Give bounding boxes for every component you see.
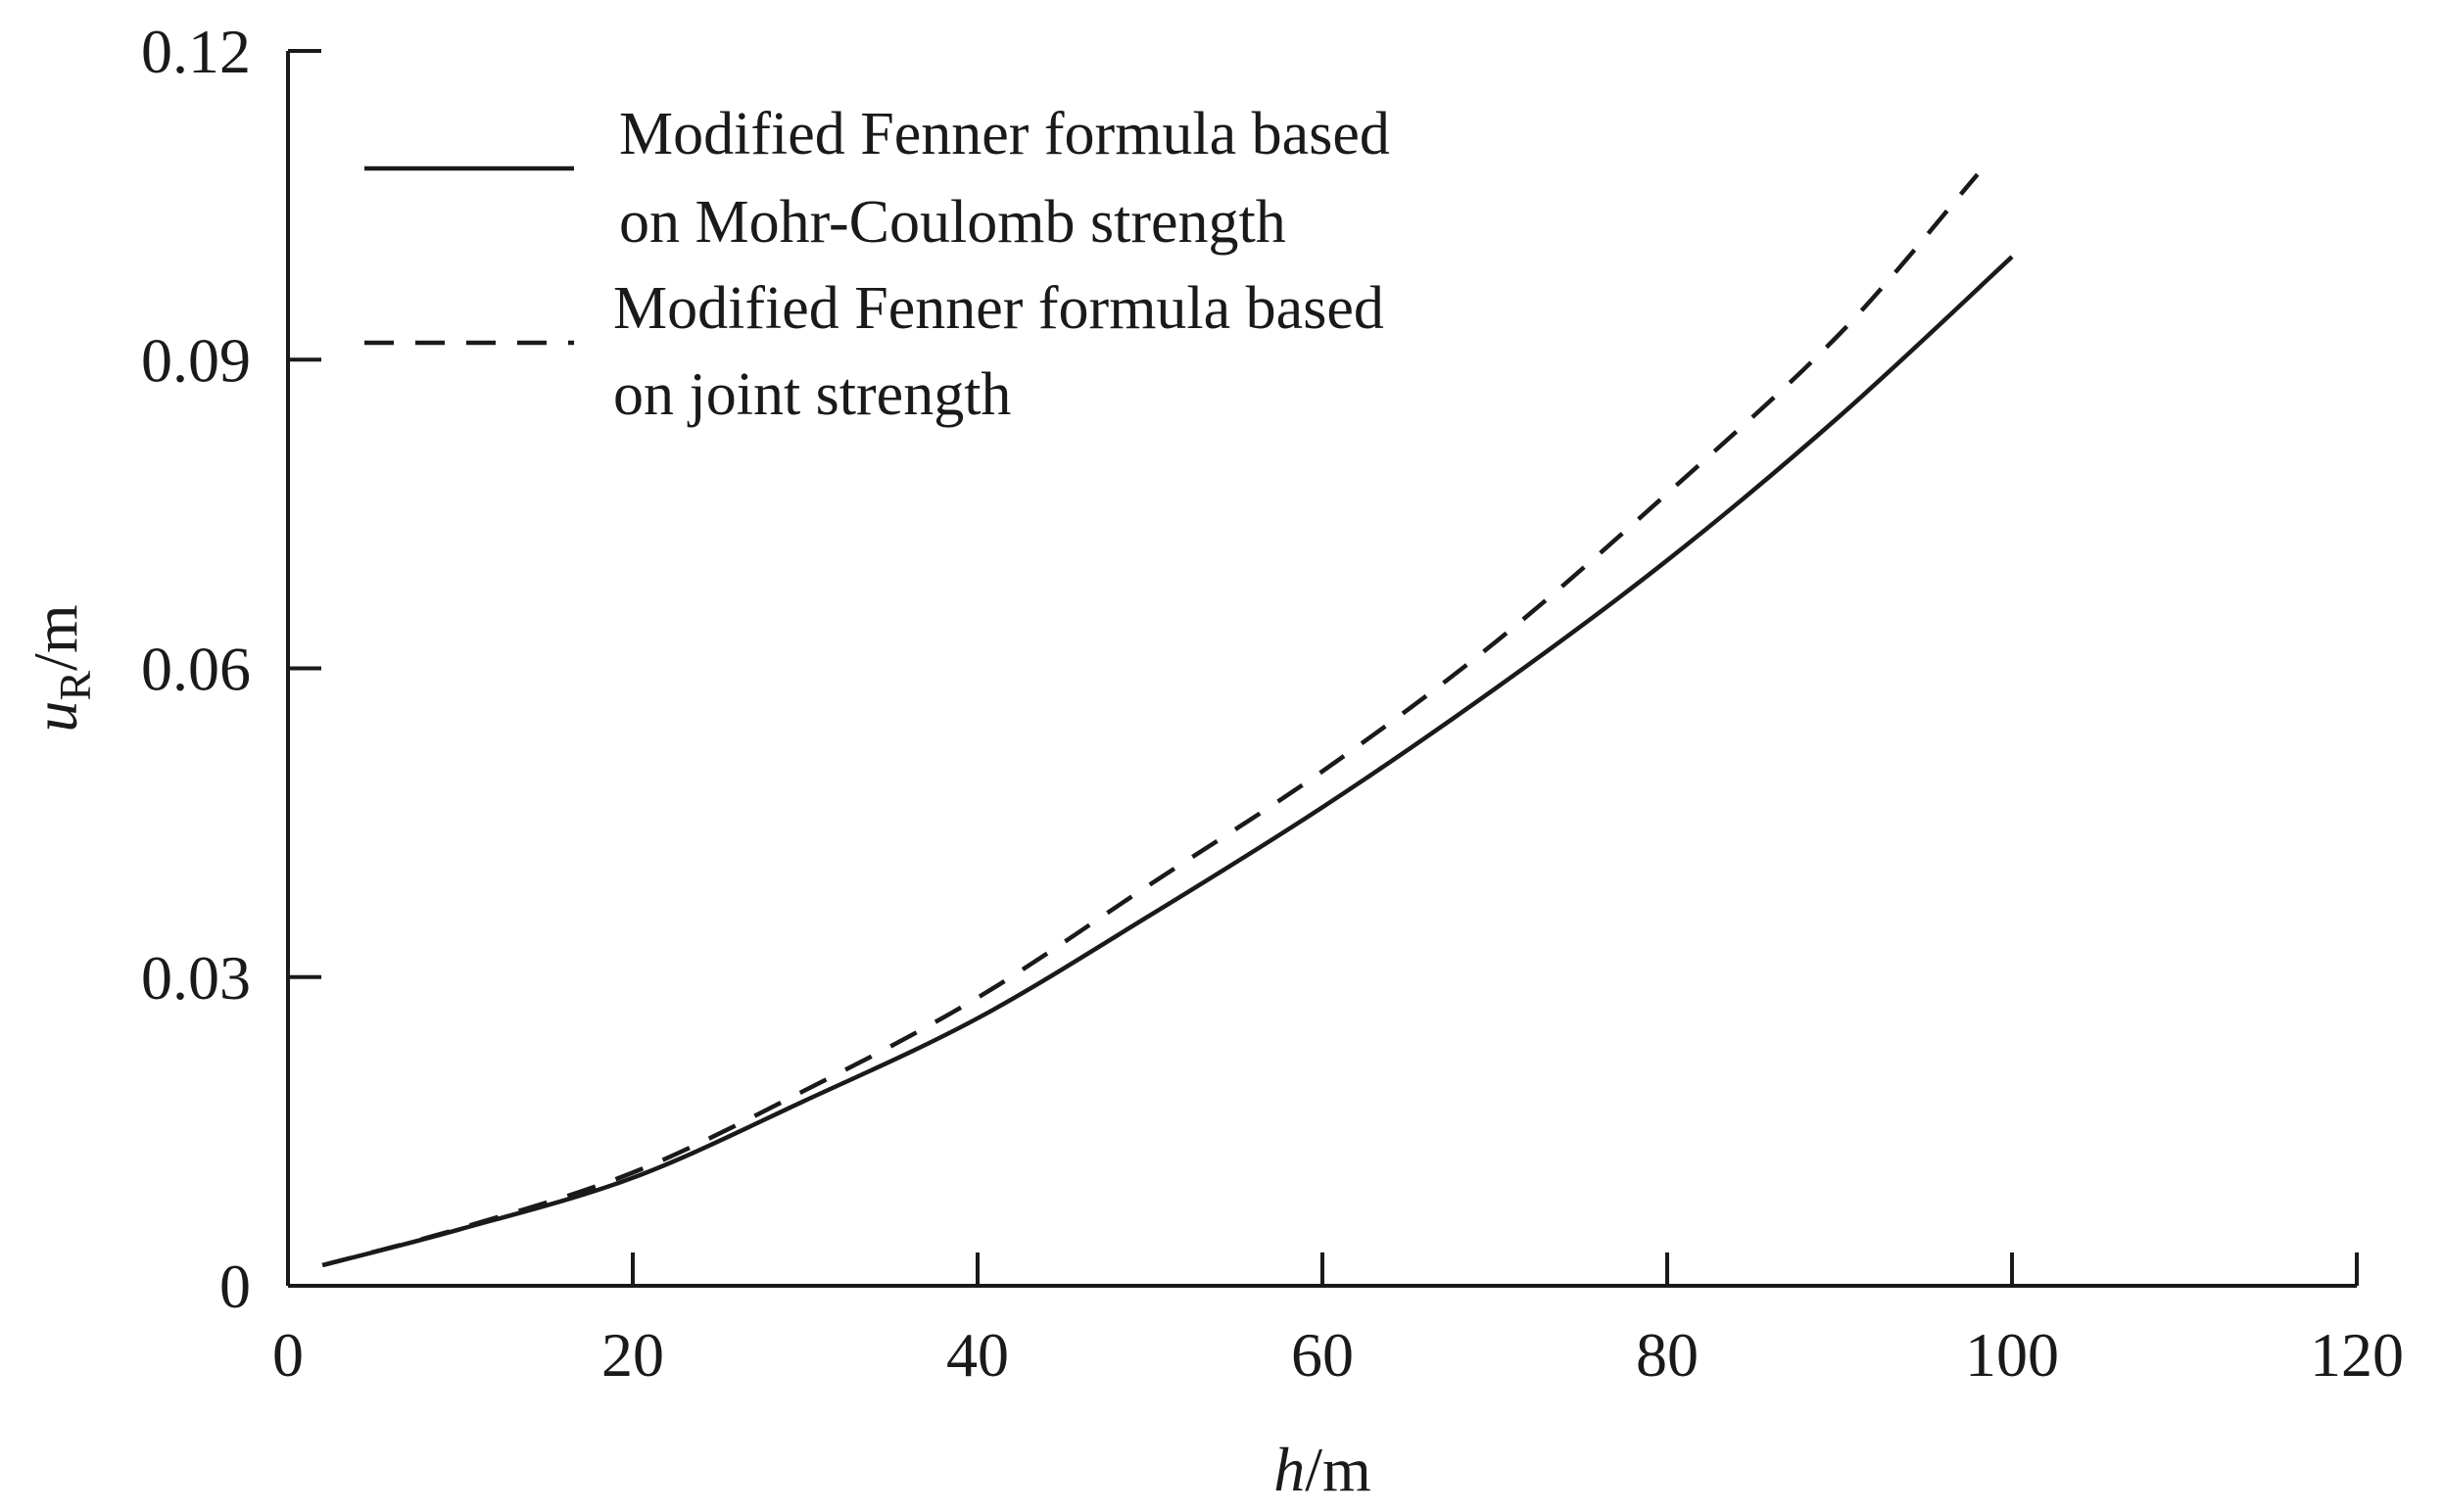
series-layer: [321, 172, 2014, 1268]
y-tick-label: 0.06: [141, 635, 251, 704]
legend-label: on joint strength: [613, 361, 1011, 428]
legend-label: Modified Fenner formula based: [613, 275, 1384, 342]
x-axis-label: h/m: [1273, 1435, 1371, 1504]
y-axis-label: uR/m: [21, 604, 100, 732]
legend-label: on Mohr-Coulomb strength: [619, 189, 1286, 256]
x-tick-label: 60: [1291, 1320, 1354, 1390]
y-tick-label: 0: [219, 1252, 251, 1321]
x-tick-label: 100: [1965, 1320, 2059, 1390]
y-tick-label: 0.03: [141, 943, 251, 1013]
x-tick-label: 20: [601, 1320, 664, 1390]
x-tick-label: 40: [946, 1320, 1009, 1390]
x-tick-label: 80: [1636, 1320, 1699, 1390]
x-tick-label: 120: [2310, 1320, 2404, 1390]
series-line-joint-strength: [321, 172, 1980, 1268]
y-tick-label: 0.12: [141, 17, 251, 86]
legend: Modified Fenner formula based on Mohr-Cou…: [364, 101, 1390, 428]
axes: 0 20 40 60 80 100 120 0 0.03 0.06 0.09 0.12 h/m uR/m: [21, 17, 2404, 1504]
series-line-mohr-coulomb: [321, 255, 2014, 1268]
x-tick-label: 0: [272, 1320, 304, 1390]
y-axis-label-text: uR/m: [21, 604, 100, 732]
legend-label: Modified Fenner formula based: [619, 101, 1390, 167]
legend-item: Modified Fenner formula based on joint st…: [364, 275, 1384, 428]
legend-item: Modified Fenner formula based on Mohr-Cou…: [364, 101, 1390, 256]
y-tick-label: 0.09: [141, 325, 251, 395]
